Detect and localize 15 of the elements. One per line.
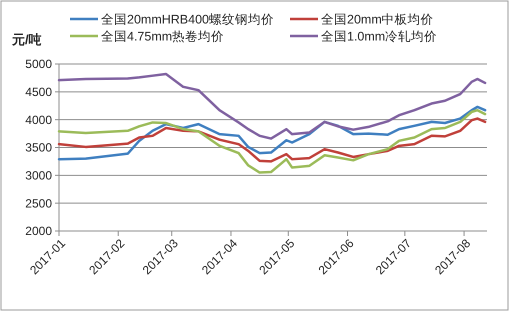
y-tick-label: 2000 <box>25 224 52 238</box>
line-series <box>58 72 486 140</box>
legend-label: 全国20mmHRB400螺纹钢均价 <box>101 12 274 26</box>
y-tick-label: 4500 <box>25 85 52 100</box>
legend-label: 全国1.0mm冷轧均价 <box>321 29 438 44</box>
legend-label: 全国4.75mm热卷均价 <box>101 29 224 44</box>
y-axis-title: 元/吨 <box>11 32 42 47</box>
y-tick-label: 3000 <box>25 168 52 183</box>
y-tick-label: 4000 <box>25 112 52 127</box>
line-series <box>58 108 486 174</box>
y-tick-label: 2500 <box>25 196 52 210</box>
y-tick-label: 5000 <box>25 57 52 72</box>
y-tick-label: 3500 <box>25 140 52 155</box>
legend-label: 全国20mm中板均价 <box>321 12 434 26</box>
line-series <box>58 117 486 163</box>
